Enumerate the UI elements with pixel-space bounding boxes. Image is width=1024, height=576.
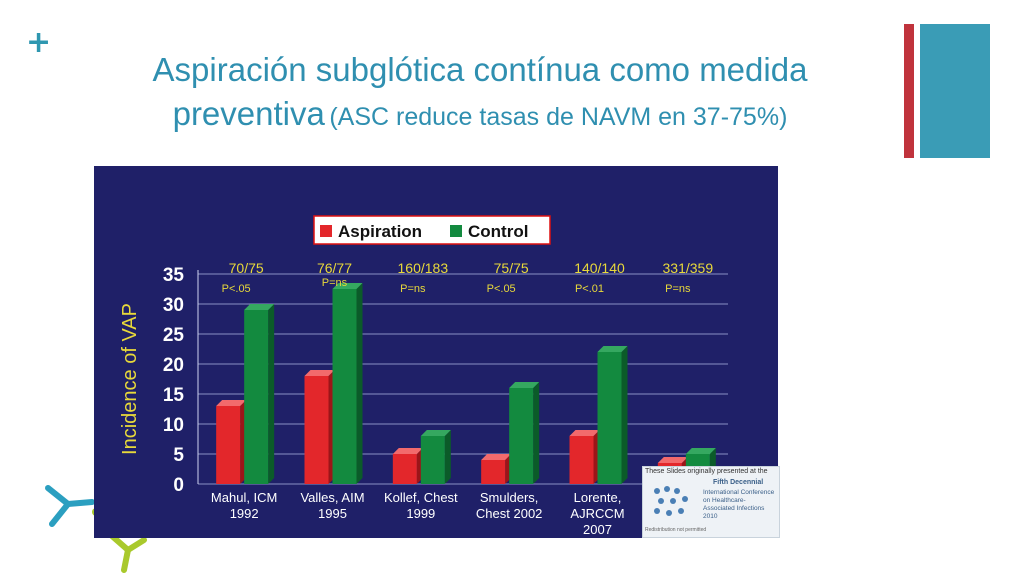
y-tick-label: 5 <box>173 445 184 466</box>
annotation-count: 140/140 <box>574 260 625 276</box>
title-line-1: Aspiración subglótica contínua como medi… <box>152 51 808 88</box>
x-tick-label: AJRCCM <box>570 506 624 521</box>
molecule-logo-icon <box>45 485 147 573</box>
bar-top <box>597 346 628 352</box>
bar-control <box>597 352 622 484</box>
bar-top <box>420 430 451 436</box>
bar-top <box>685 448 716 454</box>
bar-aspiration <box>569 436 594 484</box>
bar-side <box>533 382 540 484</box>
y-tick-label: 30 <box>163 295 184 316</box>
bar-aspiration <box>216 406 241 484</box>
x-tick-label: Valles, AIM <box>300 490 364 505</box>
y-axis-label: Incidence of VAP <box>119 303 141 455</box>
legend-box <box>313 215 551 245</box>
x-tick-label: Smulders, <box>480 490 539 505</box>
annotation-pvalue: P<.05 <box>487 283 516 295</box>
bar-side <box>444 430 451 484</box>
bar-control <box>244 310 269 484</box>
annotation-pvalue: P<.01 <box>575 283 604 295</box>
bar-top <box>481 454 512 460</box>
decor-blue-block <box>920 24 990 158</box>
bar-top <box>569 430 600 436</box>
bar-control <box>420 436 445 484</box>
stamp-line-4: Redistribution not permitted <box>645 527 707 533</box>
y-tick-label: 25 <box>163 325 185 346</box>
vap-bar-chart: 0 5 10 15 20 25 30 35 Incidence of VAP Aspiration… <box>94 166 778 538</box>
stamp-line-2: Fifth Decennial <box>713 479 764 486</box>
x-tick-label: 1992 <box>230 506 259 521</box>
x-tick-label: 1995 <box>318 506 347 521</box>
y-tick-label: 20 <box>163 355 184 376</box>
x-tick-label: Chest 2002 <box>476 506 542 521</box>
title-line-2-main: preventiva <box>172 95 325 132</box>
title-line-2-paren: (ASC reduce tasas de NAVM en 37-75%) <box>329 103 788 131</box>
bar-top <box>657 457 688 463</box>
annotation-count: 70/75 <box>229 260 264 276</box>
bar-side <box>356 283 363 484</box>
bar-top <box>332 283 363 289</box>
annotation-count: 76/77 <box>317 260 352 276</box>
conference-logo-icon <box>654 486 688 516</box>
chart-container: 0 5 10 15 20 25 30 35 Incidence of VAP Aspiration… <box>94 166 778 538</box>
bar-aspiration <box>392 454 417 484</box>
stamp-line-3: International Conference on Healthcare-A… <box>703 489 775 520</box>
x-tick-label: 1999 <box>406 506 435 521</box>
bar-top <box>509 382 540 388</box>
annotation-pvalue: P<.05 <box>222 283 251 295</box>
bar-control <box>332 289 357 484</box>
x-tick-label: Lorente, <box>574 490 622 505</box>
legend-label-control: Control <box>468 222 528 241</box>
annotation-pvalue: P=ns <box>665 283 691 295</box>
bar-top <box>392 448 423 454</box>
bar-aspiration <box>481 460 506 484</box>
y-tick-label: 10 <box>163 415 184 436</box>
plus-icon: + <box>26 25 52 60</box>
x-tick-label: 2007 <box>583 522 612 537</box>
bar-top <box>244 304 275 310</box>
bar-control <box>509 388 534 484</box>
bar-aspiration <box>304 376 329 484</box>
annotation-count: 75/75 <box>494 260 529 276</box>
y-tick-label: 35 <box>163 265 185 286</box>
bar-top <box>216 400 247 406</box>
x-tick-label: Kollef, Chest <box>384 490 458 505</box>
legend-swatch-control <box>450 225 462 237</box>
x-tick-label: Mahul, ICM <box>211 490 277 505</box>
legend-swatch-aspiration <box>320 225 332 237</box>
conference-stamp: These Slides originally presented at the… <box>642 466 780 538</box>
stamp-line-1: These Slides originally presented at the <box>645 468 768 475</box>
y-tick-label: 15 <box>163 385 185 406</box>
annotation-pvalue: P=ns <box>322 277 348 289</box>
bar-side <box>268 304 275 484</box>
annotation-pvalue: P=ns <box>400 283 426 295</box>
legend-label-aspiration: Aspiration <box>338 222 422 241</box>
bar-side <box>621 346 628 484</box>
annotation-count: 160/183 <box>398 260 449 276</box>
decor-red-stripe <box>904 24 914 158</box>
annotation-count: 331/359 <box>663 260 714 276</box>
bar-top <box>304 370 335 376</box>
slide-title: Aspiración subglótica contínua como medi… <box>120 48 840 143</box>
y-tick-label: 0 <box>173 475 184 496</box>
